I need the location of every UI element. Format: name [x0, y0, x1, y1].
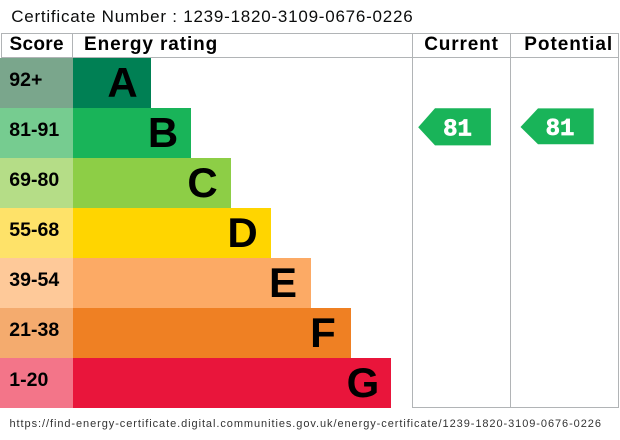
- svg-text:81: 81: [443, 116, 472, 143]
- svg-text:81: 81: [546, 116, 575, 143]
